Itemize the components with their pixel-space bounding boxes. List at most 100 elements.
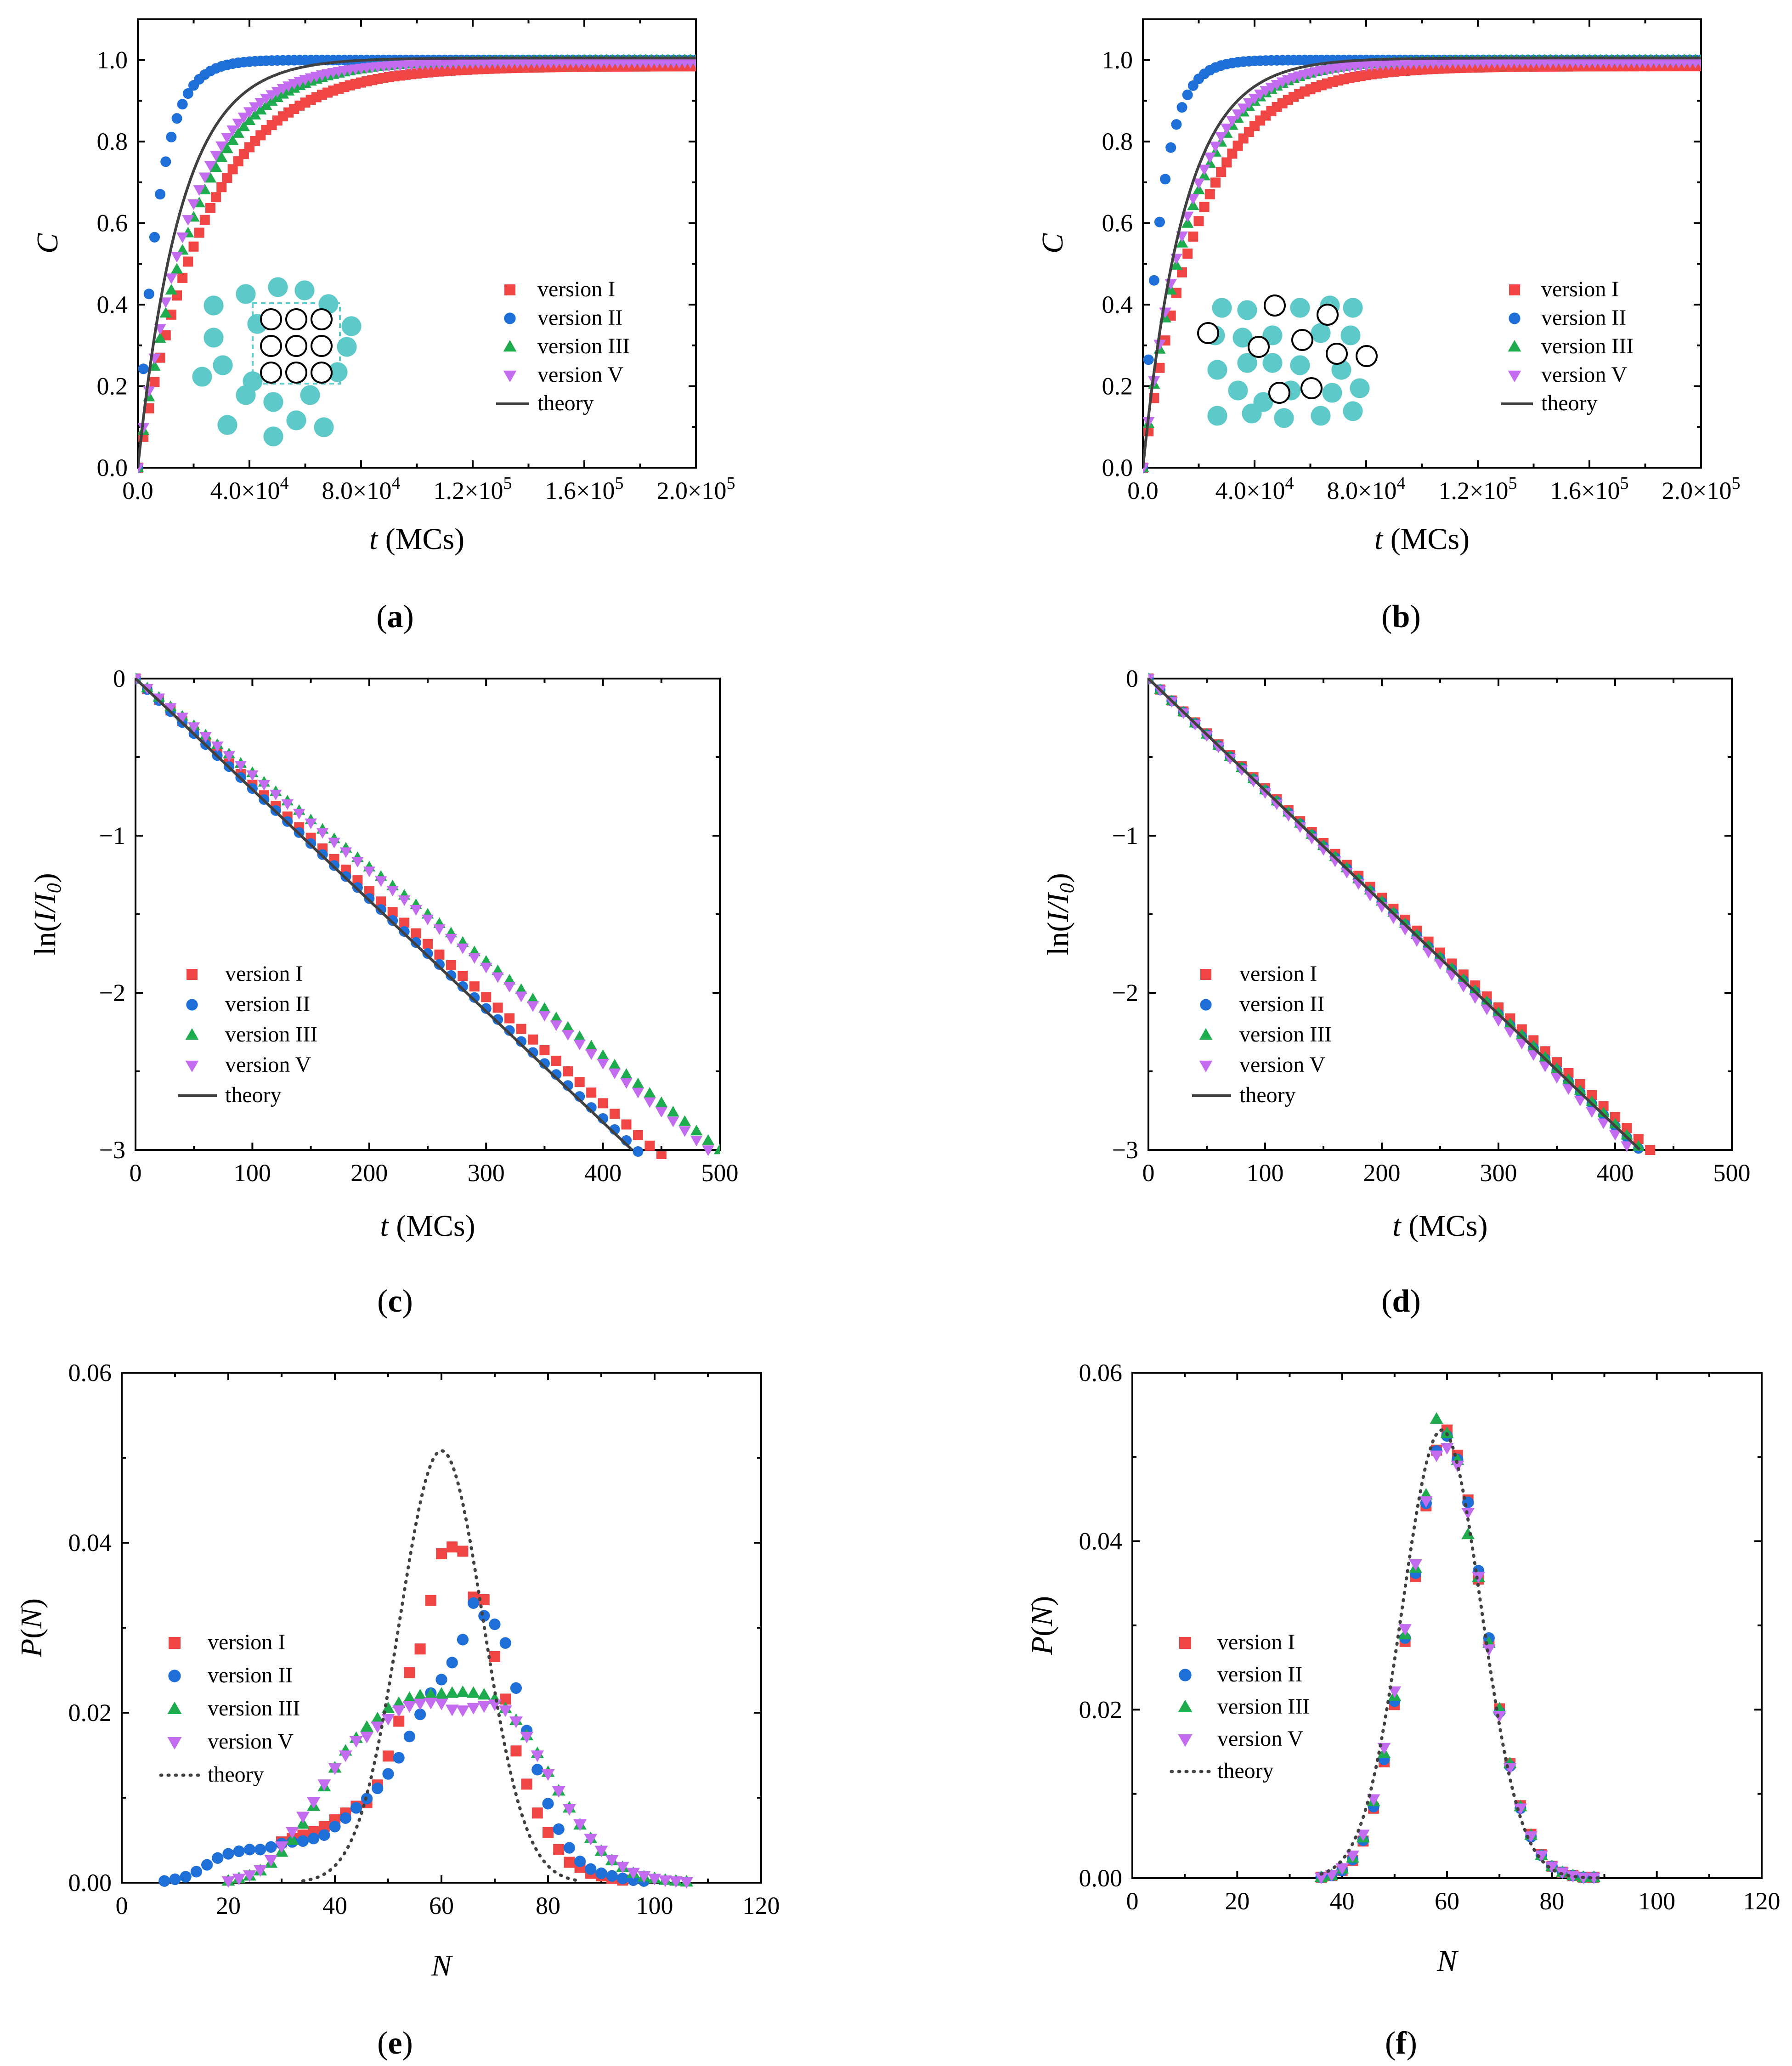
point-version_III: [702, 1134, 714, 1145]
x-tick-label: 0: [116, 1892, 128, 1919]
x-tick-label: 200: [350, 1159, 388, 1187]
point-version_V: [457, 943, 469, 954]
data-layer: [158, 1449, 693, 1889]
point-version_V: [1346, 1851, 1359, 1862]
point-version_V: [363, 866, 375, 877]
point-version_III: [260, 99, 272, 110]
point-version_I: [1633, 1134, 1644, 1144]
point-version_V: [1232, 109, 1244, 120]
point-version_V: [193, 185, 205, 196]
point-version_V: [1153, 340, 1166, 351]
point-version_V: [680, 1877, 693, 1889]
x-tick-label: 60: [1435, 1887, 1459, 1915]
point-version_III: [467, 1686, 480, 1698]
point-version_I: [1227, 148, 1238, 159]
point-version_I: [1622, 1123, 1632, 1133]
point-version_II: [387, 915, 398, 926]
point-version_V: [1198, 164, 1210, 175]
point-version_III: [198, 183, 211, 195]
x-tick-label: 40: [322, 1892, 347, 1919]
point-version_II: [585, 1863, 597, 1875]
inset-particle-teal: [1331, 360, 1351, 380]
point-version_I: [656, 1151, 667, 1159]
point-version_I: [393, 1715, 405, 1727]
y-tick-label: 1.0: [97, 46, 128, 74]
point-version_III: [243, 114, 256, 125]
point-version_V: [1621, 1141, 1633, 1152]
point-version_I: [510, 1745, 522, 1757]
point-version_III: [477, 1688, 491, 1700]
y-tick-label: 0.2: [97, 373, 128, 400]
point-version_V: [1212, 742, 1225, 753]
point-version_V: [690, 57, 696, 68]
point-version_II: [446, 970, 457, 981]
inset-particle-teal: [1237, 353, 1257, 373]
legend-label: version V: [208, 1729, 294, 1754]
legend-marker-version_III: [1178, 1699, 1193, 1713]
legend-marker-version_I: [187, 969, 198, 980]
point-version_V: [1586, 1107, 1598, 1118]
point-version_III: [360, 1720, 373, 1732]
point-version_I: [574, 1077, 585, 1087]
y-tick-label: 0.02: [1079, 1696, 1123, 1723]
point-version_V: [1226, 116, 1238, 127]
point-version_V: [398, 895, 411, 906]
legend-label: version I: [208, 1630, 285, 1654]
point-version_V: [243, 107, 256, 118]
point-version_V: [456, 1705, 469, 1717]
point-version_V: [350, 1736, 363, 1748]
inset-particle-teal: [217, 415, 237, 435]
point-version_II: [138, 363, 149, 374]
point-version_V: [164, 703, 177, 714]
point-version_I: [222, 173, 232, 183]
point-version_II: [177, 99, 188, 110]
point-version_V: [176, 713, 188, 724]
legend-marker-version_V: [185, 1060, 199, 1072]
point-version_III: [413, 1689, 427, 1701]
series-theory-line: [1143, 57, 1701, 468]
x-tick-label: 60: [429, 1892, 454, 1919]
x-tick-label: 0: [1142, 1159, 1155, 1187]
point-version_II: [1176, 102, 1187, 113]
point-version_I: [447, 1541, 458, 1553]
inset-particle-teal: [1350, 378, 1370, 398]
point-version_V: [285, 1827, 299, 1839]
point-version_I: [1216, 167, 1227, 177]
point-version_V: [307, 1797, 320, 1809]
point-version_V: [317, 1779, 331, 1791]
point-version_V: [1221, 124, 1233, 135]
chart-panel-c: 0 100 200 300 400 500 0 −1 −2 −3 t (MCs) ln(I/I0) ve…: [28, 665, 739, 1319]
data-layer: [1148, 672, 1656, 1155]
point-version_V: [1215, 132, 1227, 143]
point-version_II: [158, 1875, 170, 1887]
x-tick-label: 20: [216, 1892, 241, 1919]
point-version_II: [492, 1014, 503, 1025]
point-version_I: [521, 1778, 532, 1790]
point-version_III: [1187, 199, 1199, 210]
point-version_I: [691, 61, 696, 72]
point-version_II: [574, 1856, 586, 1868]
point-version_V: [198, 172, 211, 183]
point-version_I: [492, 1002, 503, 1013]
point-version_II: [468, 1597, 480, 1609]
x-tick-label: 0.0: [1127, 477, 1159, 504]
y-tick-label: −1: [99, 822, 125, 849]
x-tick-label: 120: [743, 1892, 780, 1919]
point-version_II: [595, 1868, 607, 1879]
inset-particle-open: [1326, 343, 1348, 365]
point-version_I: [586, 1087, 597, 1098]
x-tick-label: 1.2×105: [1439, 474, 1517, 504]
point-version_I: [621, 1119, 632, 1130]
point-version_V: [258, 780, 271, 791]
legend-marker-version_II: [186, 999, 198, 1011]
point-version_I: [1696, 61, 1701, 72]
point-version_V: [433, 924, 446, 935]
point-version_II: [633, 1146, 644, 1157]
point-version_V: [620, 1078, 633, 1089]
x-tick-label: 2.0×105: [1662, 474, 1741, 504]
point-version_V: [552, 1786, 565, 1798]
inset-particle-open: [285, 308, 307, 330]
y-tick-label: 0.00: [1079, 1864, 1123, 1892]
point-version_III: [632, 1077, 644, 1088]
y-tick-label: 0.02: [68, 1699, 112, 1726]
